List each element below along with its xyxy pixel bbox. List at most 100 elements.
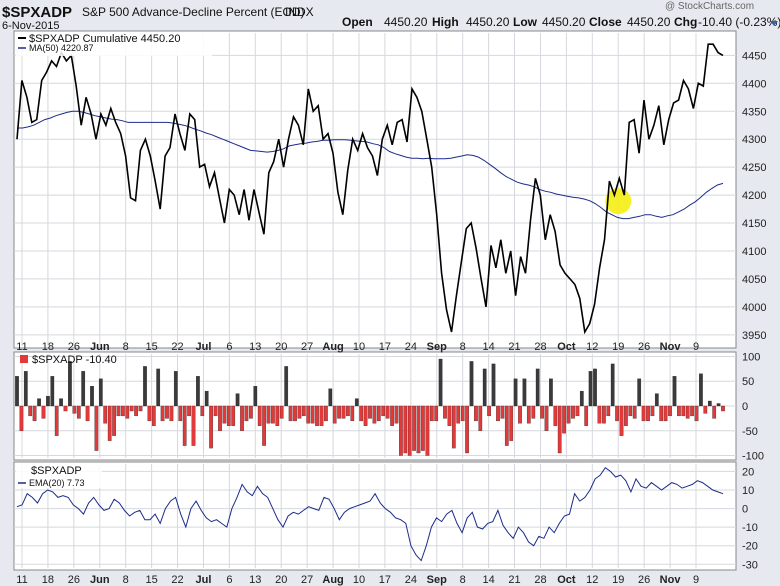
- x-tick-label: 18: [42, 341, 54, 353]
- price-y-tick: 4000: [742, 302, 766, 314]
- date-axis-middle: 11 18 26 Jun 8 15 22 Jul 6 13 20 27 Aug 10 17 24 Sep 8 14 2…: [16, 341, 699, 353]
- x-tick-label: Jul: [196, 574, 212, 586]
- histogram-bar: [588, 371, 593, 407]
- x-tick-label: 21: [508, 341, 520, 353]
- histogram-bar: [513, 378, 518, 407]
- caret-down-icon[interactable]: [770, 21, 778, 26]
- price-y-tick: 4100: [742, 246, 766, 258]
- histogram-bar: [429, 405, 434, 422]
- histogram-bar: [90, 386, 94, 407]
- histogram-bar: [500, 405, 505, 419]
- histogram-bar: [226, 405, 231, 426]
- histogram-bar: [460, 405, 465, 422]
- histogram-bar: [707, 400, 712, 407]
- histogram-bar: [81, 371, 86, 407]
- histogram-bar: [218, 405, 222, 431]
- x-tick-label: Jun: [90, 341, 110, 353]
- histogram-bar: [156, 368, 161, 407]
- x-tick-label: 17: [379, 341, 391, 353]
- histogram-bar: [59, 398, 63, 407]
- ma50-series-line: [17, 110, 724, 220]
- histogram-bars: [15, 358, 725, 456]
- histogram-bar: [235, 393, 240, 407]
- price-y-tick: 4150: [742, 218, 766, 230]
- close-value: 4450.20: [627, 15, 671, 29]
- price-panel: [13, 30, 737, 349]
- x-tick-label: 8: [123, 574, 129, 586]
- price-legend: $SPXADP Cumulative 4450.20 MA(50) 4220.8…: [16, 32, 212, 56]
- ema-y-tick: -10: [742, 522, 758, 534]
- x-tick-label: 19: [612, 341, 624, 353]
- high-value: 4450.20: [466, 15, 510, 29]
- histogram-bar: [332, 405, 337, 424]
- histogram-bar: [116, 405, 121, 417]
- histogram-bar: [518, 405, 522, 424]
- histogram-bar: [72, 405, 77, 414]
- cumulative-series-line: [16, 43, 724, 335]
- x-tick-label: 26: [638, 341, 650, 353]
- x-tick-label: 26: [638, 574, 650, 586]
- histogram-bar: [346, 405, 350, 417]
- histogram-bar: [557, 405, 562, 454]
- x-tick-label: 8: [123, 341, 129, 353]
- histogram-bar: [143, 366, 147, 407]
- open-label: Open: [342, 15, 373, 29]
- histogram-bar: [412, 405, 416, 451]
- x-tick-label: 12: [586, 574, 598, 586]
- histogram-bar: [15, 376, 19, 407]
- histogram-bar: [288, 405, 293, 422]
- histogram-bar: [394, 405, 399, 424]
- low-value: 4450.20: [542, 15, 586, 29]
- histogram-bar: [632, 405, 637, 419]
- histogram-bar: [385, 405, 390, 419]
- histogram-bar: [663, 405, 668, 422]
- histogram-bar: [28, 405, 33, 417]
- histogram-bar: [425, 405, 430, 456]
- ema-panel: [13, 461, 737, 571]
- ema-y-tick: 10: [742, 485, 754, 497]
- histogram-bar: [694, 405, 699, 422]
- histogram-bar: [703, 405, 708, 414]
- histogram-bar: [151, 405, 156, 426]
- histogram-bar: [204, 390, 209, 407]
- x-tick-label: 17: [379, 574, 391, 586]
- price-y-tick: 4250: [742, 162, 766, 174]
- histogram-bar: [504, 405, 509, 446]
- histogram-bar: [699, 373, 703, 407]
- x-tick-label: 9: [693, 574, 699, 586]
- histogram-bar: [434, 405, 439, 422]
- histogram-bar: [209, 405, 213, 449]
- histogram-bar: [63, 405, 68, 412]
- histogram-bar: [482, 368, 487, 407]
- histogram-bar: [275, 405, 280, 426]
- low-label: Low: [513, 15, 538, 29]
- histogram-bar: [129, 405, 134, 412]
- x-tick-label: Oct: [557, 574, 576, 586]
- histogram-bar: [284, 366, 289, 407]
- open-value: 4450.20: [384, 15, 428, 29]
- histogram-bar: [654, 393, 659, 407]
- histogram-bar: [182, 405, 187, 446]
- x-tick-label: Sep: [427, 341, 447, 353]
- price-y-tick: 4200: [742, 190, 766, 202]
- histogram-bar: [637, 378, 642, 407]
- histogram-bar: [685, 405, 690, 419]
- date-label: 6-Nov-2015: [2, 20, 59, 32]
- histogram-bar: [169, 405, 174, 422]
- histogram-bar: [191, 405, 196, 446]
- ema-y-tick: 20: [742, 466, 754, 478]
- hist-y-tick: -100: [742, 451, 764, 463]
- price-y-tick: 4400: [742, 78, 766, 90]
- histogram-bar: [279, 405, 284, 419]
- histogram-bar: [253, 386, 258, 407]
- price-y-tick: 4300: [742, 134, 766, 146]
- symbol-label: $SPXADP: [2, 4, 72, 21]
- histogram-bar: [535, 368, 540, 407]
- histogram-bar: [522, 378, 527, 407]
- x-tick-label: 14: [482, 341, 494, 353]
- x-tick-label: Nov: [660, 341, 682, 353]
- histogram-bar: [41, 405, 46, 419]
- x-tick-label: Jun: [90, 574, 110, 586]
- histogram-bar: [641, 405, 646, 422]
- histogram-bar: [37, 398, 41, 407]
